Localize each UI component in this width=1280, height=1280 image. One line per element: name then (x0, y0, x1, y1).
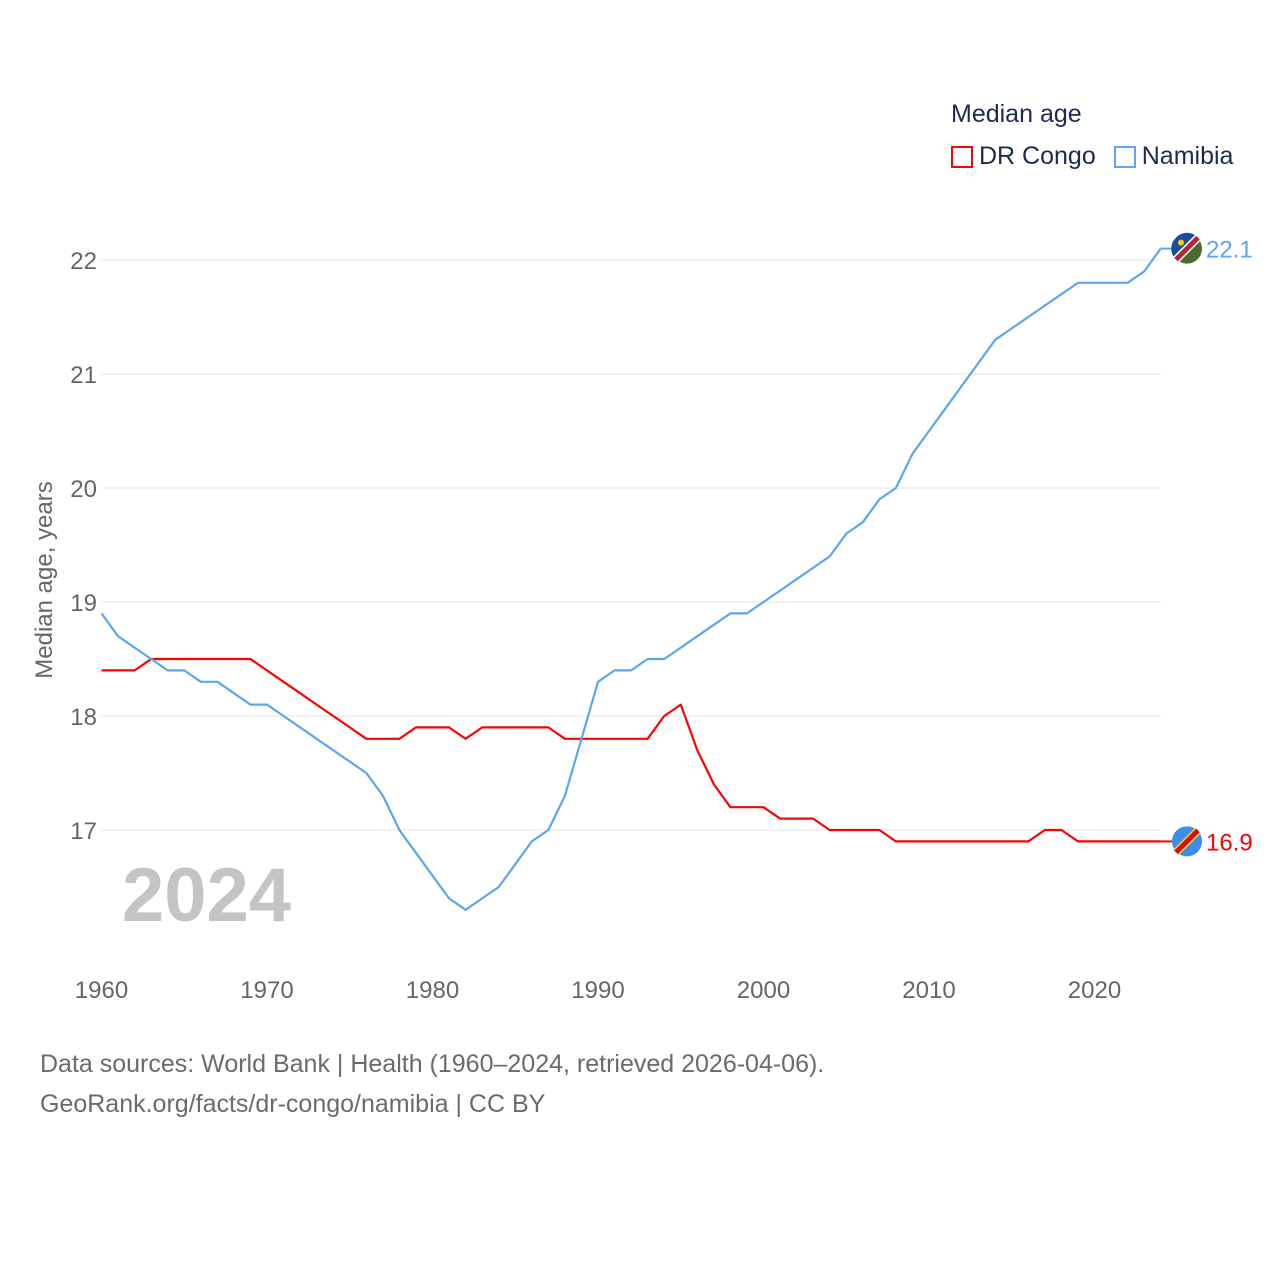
y-tick-label: 17 (70, 818, 97, 845)
flag-sun (1178, 239, 1184, 246)
y-axis-label: Median age, years (31, 481, 58, 678)
flag-stripe (1174, 235, 1200, 262)
legend-item-dr-congo[interactable]: DR Congo (951, 142, 1096, 171)
y-tick-label: 21 (70, 362, 97, 389)
data-sources: Data sources: World Bank | Health (1960–… (40, 1050, 825, 1078)
y-tick-label: 22 (70, 248, 97, 275)
end-value-label: 16.9 (1206, 829, 1253, 856)
end-value-label: 22.1 (1206, 237, 1253, 264)
flag-stripe (1174, 828, 1200, 855)
legend-label: DR Congo (979, 142, 1096, 170)
x-tick-label: 1960 (75, 977, 128, 1004)
x-tick-label: 2010 (902, 977, 955, 1004)
y-tick-label: 19 (70, 590, 97, 617)
series-line-namibia (100, 247, 1162, 911)
legend-title: Median age (951, 100, 1082, 128)
y-tick-label: 18 (70, 704, 97, 731)
footer: Data sources: World Bank | Health (1960–… (40, 1044, 824, 1124)
year-label: 2024 (122, 853, 291, 938)
legend-item-namibia[interactable]: Namibia (1113, 142, 1234, 171)
legend: DR Congo Namibia (951, 142, 1233, 171)
x-tick-label: 1990 (571, 977, 624, 1004)
x-tick-label: 1970 (240, 977, 293, 1004)
series-line-dr-congo (101, 657, 1161, 843)
source-link[interactable]: GeoRank.org/facts/dr-congo/namibia | CC … (40, 1090, 546, 1118)
legend-swatch (1113, 145, 1136, 168)
legend-label: Namibia (1141, 142, 1234, 170)
x-tick-label: 1980 (406, 977, 459, 1004)
y-tick-label: 20 (70, 476, 97, 503)
legend-swatch (951, 145, 973, 168)
x-tick-label: 2000 (737, 977, 790, 1004)
x-tick-label: 2020 (1068, 977, 1121, 1004)
